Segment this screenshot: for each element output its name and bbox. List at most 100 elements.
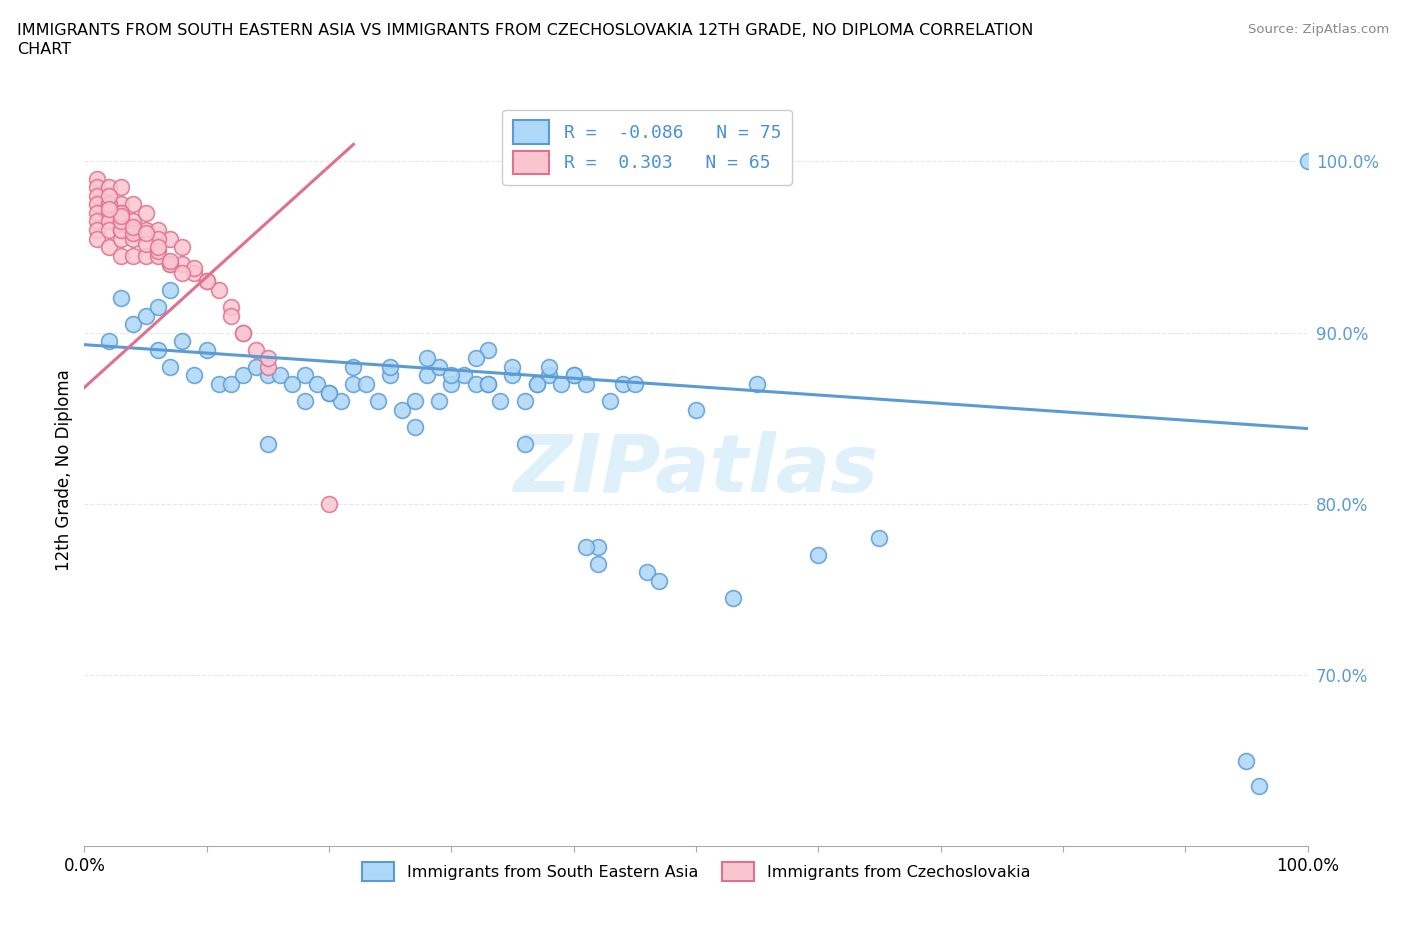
Point (122, 317, 145, 332)
Point (342, 377, 364, 392)
Point (453, 368, 475, 383)
Point (172, 265, 194, 280)
Point (342, 360, 364, 375)
Point (318, 385, 340, 400)
Point (318, 385, 340, 400)
Point (172, 240, 194, 255)
Point (502, 360, 524, 375)
Point (122, 214, 145, 229)
Point (146, 243, 169, 258)
Point (122, 226, 145, 241)
Point (146, 222, 169, 237)
Point (636, 565, 658, 579)
Point (477, 377, 499, 392)
Point (391, 403, 413, 418)
Point (245, 360, 267, 375)
Y-axis label: 12th Grade, No Diploma: 12th Grade, No Diploma (55, 369, 73, 570)
Point (110, 291, 132, 306)
Point (1296, 154, 1319, 169)
Point (1236, 753, 1258, 768)
Point (550, 377, 572, 392)
Point (86, 206, 108, 220)
Point (110, 222, 132, 237)
Point (245, 342, 267, 357)
Point (195, 342, 218, 357)
Point (146, 240, 169, 255)
Point (97, 179, 120, 194)
Point (86, 214, 108, 229)
Point (159, 257, 181, 272)
Point (404, 393, 426, 408)
Point (562, 368, 585, 383)
Point (122, 231, 145, 246)
Point (110, 214, 132, 229)
Point (575, 539, 598, 554)
Point (110, 179, 132, 194)
Text: Source: ZipAtlas.com: Source: ZipAtlas.com (1249, 23, 1389, 36)
Point (416, 368, 439, 383)
Point (219, 308, 242, 323)
Point (183, 265, 205, 280)
Point (427, 360, 450, 375)
Point (440, 368, 463, 383)
Point (86, 171, 108, 186)
Point (586, 539, 609, 554)
Point (86, 188, 108, 203)
Point (86, 179, 108, 194)
Point (747, 377, 769, 392)
Point (110, 231, 132, 246)
Point (219, 299, 242, 314)
Point (146, 342, 169, 357)
Point (159, 283, 181, 298)
Point (97, 240, 120, 255)
Point (97, 202, 120, 217)
Point (380, 368, 402, 383)
Point (526, 377, 548, 392)
Point (110, 206, 132, 220)
Point (416, 351, 439, 365)
Text: ZIPatlas: ZIPatlas (513, 431, 879, 509)
Point (195, 274, 218, 289)
Point (502, 368, 524, 383)
Point (159, 231, 181, 246)
Point (599, 393, 621, 408)
Point (208, 283, 231, 298)
Point (122, 219, 145, 234)
Text: IMMIGRANTS FROM SOUTH EASTERN ASIA VS IMMIGRANTS FROM CZECHOSLOVAKIA 12TH GRADE,: IMMIGRANTS FROM SOUTH EASTERN ASIA VS IM… (17, 23, 1033, 38)
Text: CHART: CHART (17, 42, 70, 57)
Point (269, 368, 291, 383)
Point (354, 377, 377, 392)
Point (110, 248, 132, 263)
Point (586, 556, 609, 571)
Point (257, 351, 280, 365)
Point (122, 222, 145, 237)
Point (330, 393, 353, 408)
Point (612, 377, 634, 392)
Point (135, 222, 157, 237)
Point (110, 214, 132, 229)
Point (97, 222, 120, 237)
Point (122, 197, 145, 212)
Point (869, 531, 891, 546)
Point (281, 377, 304, 392)
Point (146, 248, 169, 263)
Point (159, 257, 181, 272)
Point (648, 574, 671, 589)
Point (135, 236, 157, 251)
Point (135, 308, 157, 323)
Point (380, 360, 402, 375)
Point (172, 257, 194, 272)
Point (135, 226, 157, 241)
Point (183, 368, 205, 383)
Point (257, 368, 280, 383)
Point (97, 334, 120, 349)
Point (427, 393, 450, 408)
Point (159, 360, 181, 375)
Point (526, 377, 548, 392)
Point (146, 231, 169, 246)
Point (232, 326, 254, 340)
Point (538, 360, 561, 375)
Point (294, 368, 316, 383)
Point (685, 403, 707, 418)
Point (624, 377, 647, 392)
